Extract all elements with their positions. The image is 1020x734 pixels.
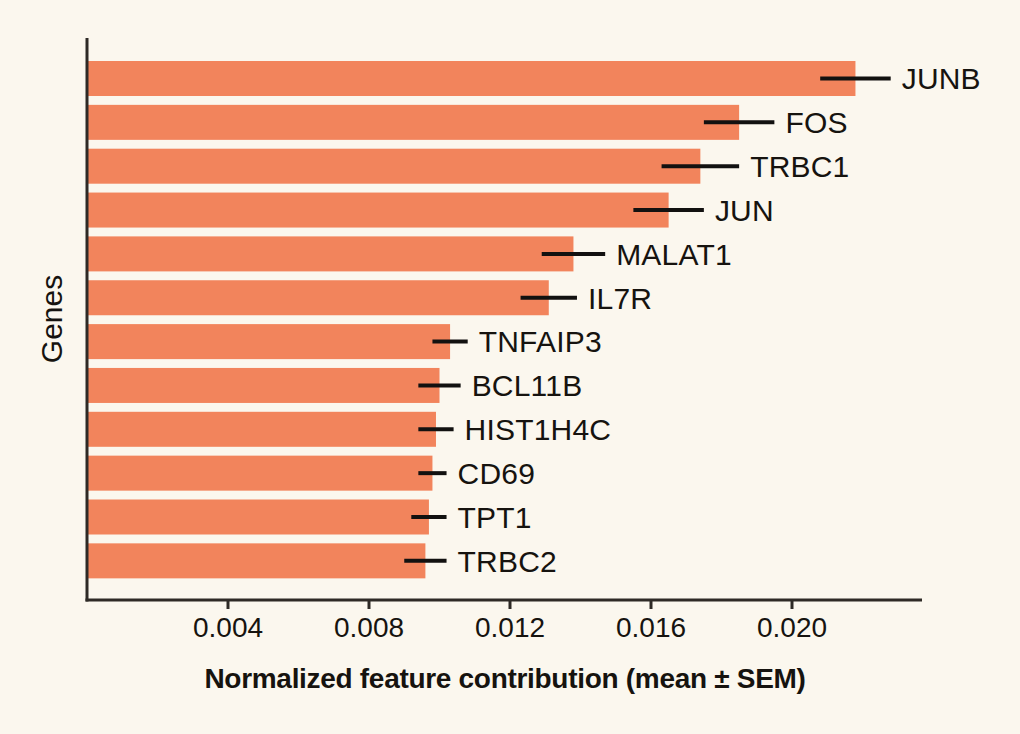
gene-label-trbc1: TRBC1	[750, 150, 849, 183]
gene-label-tpt1: TPT1	[458, 501, 532, 534]
bar-fos	[87, 105, 739, 140]
gene-label-cd69: CD69	[458, 457, 536, 490]
bar-bcl11b	[87, 368, 440, 403]
bar-tpt1	[87, 500, 429, 535]
x-tick-label-0.012: 0.012	[475, 612, 545, 643]
bar-chart: JUNB FOS TRBC1 JUN MALAT1 IL7R TNFAIP3 BCL11B HI…	[0, 0, 1020, 734]
gene-label-malat1: MALAT1	[616, 238, 732, 271]
figure: JUNB FOS TRBC1 JUN MALAT1 IL7R TNFAIP3 BCL11B HI…	[0, 0, 1020, 734]
bar-jun	[87, 193, 669, 228]
gene-label-trbc2: TRBC2	[458, 545, 557, 578]
gene-label-il7r: IL7R	[588, 282, 652, 315]
bar-il7r	[87, 280, 549, 315]
gene-label-bcl11b: BCL11B	[472, 369, 583, 402]
bar-malat1	[87, 236, 573, 271]
bar-trbc2	[87, 543, 425, 578]
bar-trbc1	[87, 149, 700, 184]
bar-hist1h4c	[87, 412, 436, 447]
x-tick-label-0.008: 0.008	[334, 612, 404, 643]
x-axis-title: Normalized feature contribution (mean ± …	[204, 663, 805, 694]
gene-label-fos: FOS	[785, 106, 847, 139]
gene-label-tnfaip3: TNFAIP3	[479, 325, 602, 358]
bar-cd69	[87, 456, 432, 491]
gene-label-junb: JUNB	[902, 62, 981, 95]
x-tick-label-0.004: 0.004	[193, 612, 263, 643]
x-tick-label-0.020: 0.020	[757, 612, 827, 643]
bar-tnfaip3	[87, 324, 450, 359]
x-ticks-layer: 0.004 0.008 0.012 0.016 0.020	[193, 600, 827, 643]
x-tick-label-0.016: 0.016	[616, 612, 686, 643]
bar-junb	[87, 61, 855, 96]
y-axis-title: Genes	[35, 275, 68, 363]
gene-label-jun: JUN	[715, 194, 774, 227]
gene-label-hist1h4c: HIST1H4C	[465, 413, 612, 446]
